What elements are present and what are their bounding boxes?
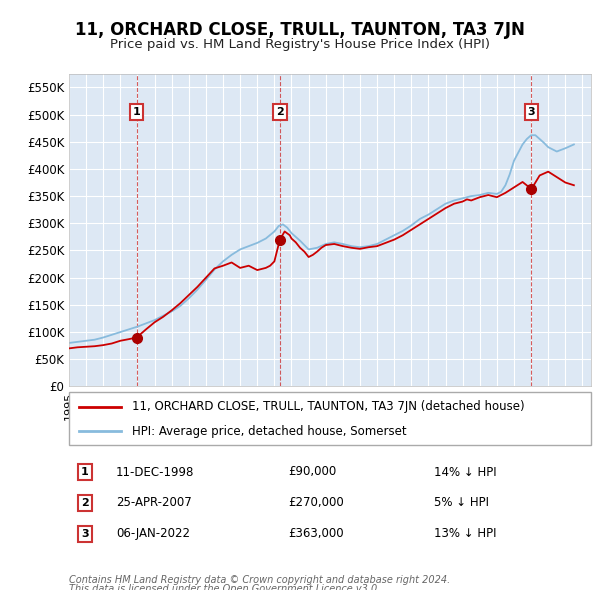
Text: 11, ORCHARD CLOSE, TRULL, TAUNTON, TA3 7JN: 11, ORCHARD CLOSE, TRULL, TAUNTON, TA3 7… bbox=[75, 21, 525, 39]
Text: 3: 3 bbox=[81, 529, 88, 539]
Text: £270,000: £270,000 bbox=[288, 496, 344, 510]
Text: Price paid vs. HM Land Registry's House Price Index (HPI): Price paid vs. HM Land Registry's House … bbox=[110, 38, 490, 51]
Text: £90,000: £90,000 bbox=[288, 466, 337, 478]
Text: 1: 1 bbox=[133, 107, 140, 117]
Text: 11, ORCHARD CLOSE, TRULL, TAUNTON, TA3 7JN (detached house): 11, ORCHARD CLOSE, TRULL, TAUNTON, TA3 7… bbox=[131, 400, 524, 413]
Text: 1: 1 bbox=[81, 467, 89, 477]
Text: 14% ↓ HPI: 14% ↓ HPI bbox=[434, 466, 497, 478]
Text: 2: 2 bbox=[276, 107, 284, 117]
Text: 11-DEC-1998: 11-DEC-1998 bbox=[116, 466, 194, 478]
Text: 5% ↓ HPI: 5% ↓ HPI bbox=[434, 496, 490, 510]
FancyBboxPatch shape bbox=[69, 392, 591, 445]
Text: 2: 2 bbox=[81, 498, 89, 508]
Text: This data is licensed under the Open Government Licence v3.0.: This data is licensed under the Open Gov… bbox=[69, 584, 380, 590]
Text: £363,000: £363,000 bbox=[288, 527, 344, 540]
Text: 13% ↓ HPI: 13% ↓ HPI bbox=[434, 527, 497, 540]
Text: Contains HM Land Registry data © Crown copyright and database right 2024.: Contains HM Land Registry data © Crown c… bbox=[69, 575, 450, 585]
Text: 3: 3 bbox=[527, 107, 535, 117]
Text: 06-JAN-2022: 06-JAN-2022 bbox=[116, 527, 190, 540]
Text: HPI: Average price, detached house, Somerset: HPI: Average price, detached house, Some… bbox=[131, 425, 406, 438]
Text: 25-APR-2007: 25-APR-2007 bbox=[116, 496, 192, 510]
